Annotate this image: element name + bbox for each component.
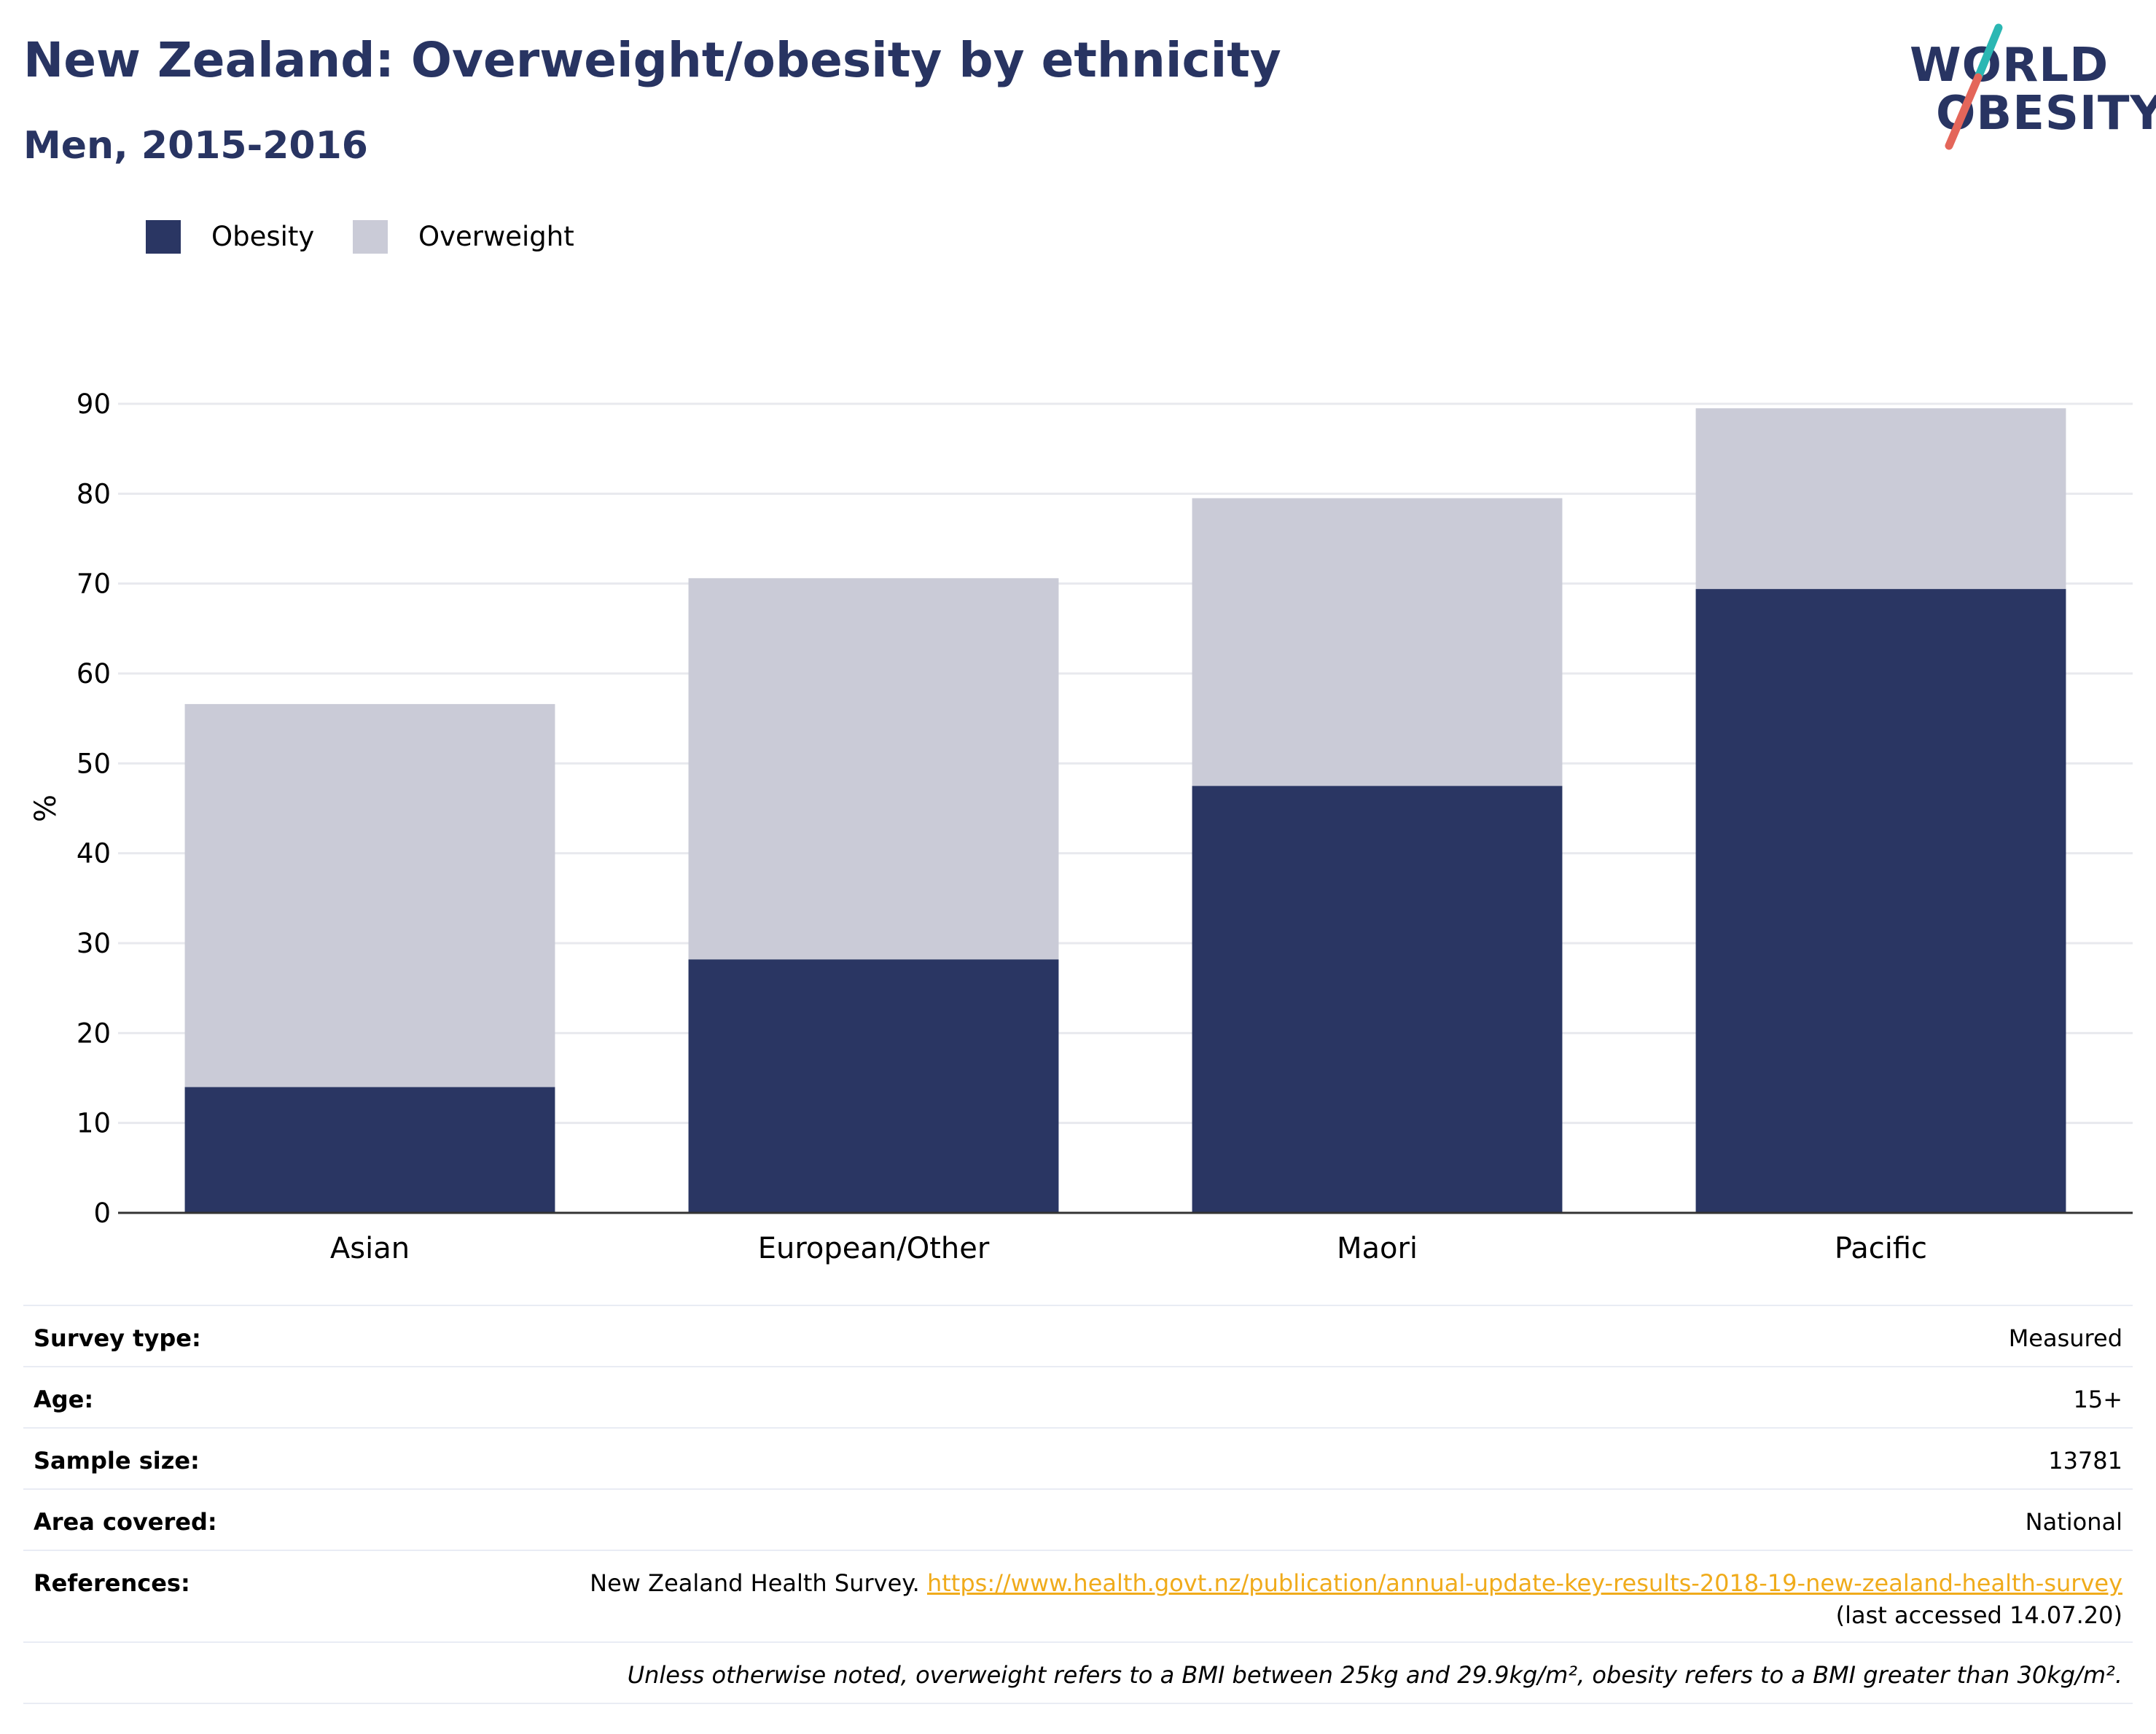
info-row-note: Unless otherwise noted, overweight refer… [23,1643,2133,1704]
y-tick-label: 60 [77,658,111,690]
sample-size-label: Sample size: [34,1447,200,1475]
y-axis-label: % [29,794,63,822]
age-value: 15+ [2073,1386,2122,1413]
x-tick-label: Asian [330,1232,410,1265]
survey-type-label: Survey type: [34,1324,201,1352]
references-text: New Zealand Health Survey. [590,1569,927,1597]
x-tick-label: European/Other [758,1232,990,1265]
y-tick-label: 30 [77,928,111,959]
legend-swatch-overweight [353,220,388,254]
info-row-references: References: New Zealand Health Survey. h… [23,1551,2133,1643]
y-tick-label: 80 [77,478,111,509]
survey-info-table: Survey type: Measured Age: 15+ Sample si… [23,1305,2133,1704]
references-label: References: [34,1569,190,1597]
y-tick-label: 20 [77,1018,111,1049]
info-row-area: Area covered: National [23,1490,2133,1551]
world-obesity-logo: WORLD OBESITY [1902,22,2156,160]
page-subtitle: Men, 2015-2016 [23,124,368,168]
area-label: Area covered: [34,1508,217,1536]
bar-obesity-european-other [688,959,1059,1213]
info-row-survey-type: Survey type: Measured [23,1305,2133,1367]
page-title: New Zealand: Overweight/obesity by ethni… [23,32,1281,88]
bar-obesity-pacific [1695,589,2066,1213]
stacked-bar-chart: 0 10 20 30 40 50 60 70 80 90% Asian European/Other M… [29,388,2133,1265]
y-tick-label: 0 [93,1198,111,1229]
references-accessed: (last accessed 14.07.20) [1835,1601,2122,1629]
logo-line-1: WORLD [1910,39,2109,93]
area-value: National [2025,1508,2122,1536]
x-tick-label: Maori [1337,1232,1418,1265]
bmi-definition-note: Unless otherwise noted, overweight refer… [627,1661,2122,1689]
references-link[interactable]: https://www.health.govt.nz/publication/a… [926,1569,2122,1597]
legend-label-overweight: Overweight [418,221,574,252]
sample-size-value: 13781 [2048,1447,2122,1475]
logo-slash-icon [1945,23,2003,150]
age-label: Age: [34,1386,94,1413]
y-tick-label: 40 [77,838,111,870]
y-tick-label: 50 [77,748,111,779]
y-tick-label: 70 [77,569,111,600]
bar-overweight-pacific [1695,408,2066,590]
legend-label-obesity: Obesity [211,221,315,252]
y-tick-label: 10 [77,1108,111,1139]
x-tick-label: Pacific [1835,1232,1927,1265]
survey-type-value: Measured [2008,1324,2122,1352]
info-row-sample-size: Sample size: 13781 [23,1429,2133,1490]
bar-obesity-maori [1192,786,1563,1213]
legend-swatch-obesity [146,220,181,254]
y-tick-label: 90 [77,388,111,420]
bar-overweight-asian [184,703,555,1087]
bar-obesity-asian [184,1087,555,1213]
info-row-age: Age: 15+ [23,1367,2133,1429]
bar-overweight-european-other [688,578,1059,960]
bar-overweight-maori [1192,498,1563,786]
references-value: New Zealand Health Survey. https://www.h… [590,1567,2122,1631]
